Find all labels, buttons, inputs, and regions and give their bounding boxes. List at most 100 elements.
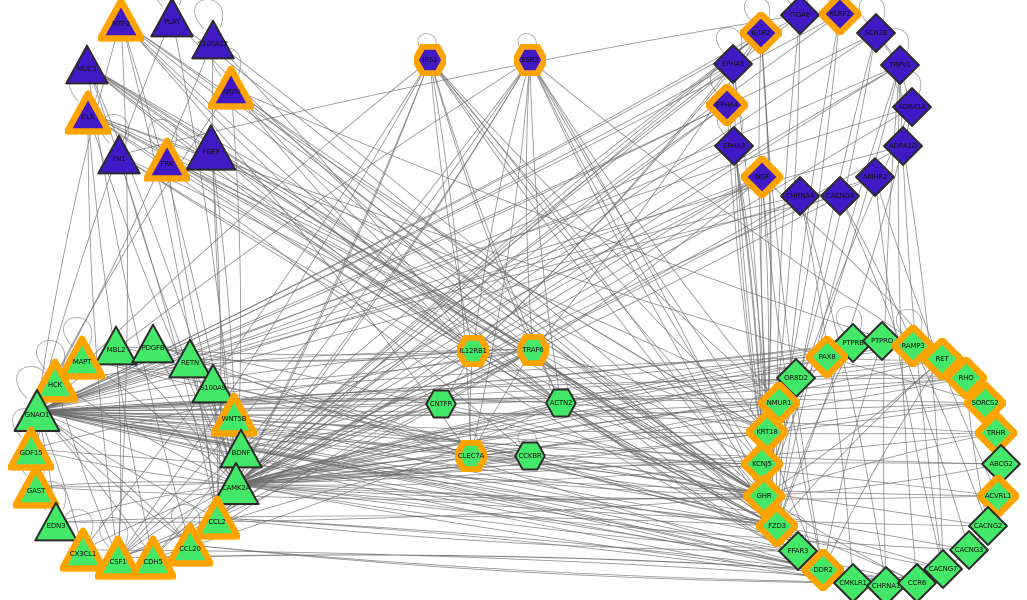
node-cckbr[interactable]: CCKBR [513,439,547,473]
node-clec7a[interactable]: CLEC7A [454,439,488,473]
edge [86,64,768,433]
edge [429,59,534,351]
edge [36,377,967,412]
edge [235,32,762,485]
edge [235,431,768,485]
edge [839,195,970,551]
diamond-shape [897,563,937,600]
node-frk[interactable]: FRK [143,136,191,184]
node-mtf2[interactable]: MTF2 [97,0,145,44]
node-s100a12[interactable]: S100A12 [189,16,237,64]
node-muc1[interactable]: MUC1 [63,41,111,89]
edge [216,517,854,584]
diamond-shape [802,549,844,591]
node-cacng4[interactable]: CACNG4 [818,174,862,218]
edge [822,340,883,571]
edge [55,495,765,523]
node-actn2[interactable]: ACTN2 [544,386,578,420]
diamond-shape [892,87,932,127]
edge [532,176,763,351]
edge [86,64,474,352]
hexagon-shape [514,441,546,471]
triangle-shape [65,90,111,135]
hexagon-shape [517,334,549,366]
edge [235,59,431,485]
triangle-shape [97,134,141,175]
hexagon-shape [457,335,489,367]
diamond-shape [977,475,1019,517]
node-traf6[interactable]: TRAF6 [516,333,550,367]
node-itga8[interactable]: ITGA8 [778,0,822,37]
edge [36,195,841,412]
edge [36,356,828,412]
triangle-shape [131,323,175,364]
edge [82,59,431,551]
edge [189,349,534,546]
edge [529,59,943,360]
diamond-shape [819,0,861,35]
triangle-shape [219,428,263,469]
edge [776,13,841,527]
node-epha5[interactable]: EPHA5 [711,42,755,86]
edge [836,306,863,333]
diamond-shape [743,475,785,517]
node-cntfr[interactable]: CNTFR [424,387,458,421]
edge [99,517,128,547]
node-fn1[interactable]: FN1 [95,131,143,179]
edge [470,455,765,497]
edge [36,19,122,412]
edge [233,414,765,497]
diamond-shape [855,157,895,197]
edge [529,59,562,404]
node-il12rb1[interactable]: IL12RB1 [456,334,490,368]
node-cdh5[interactable]: CDH5 [129,534,177,582]
edge [36,402,780,416]
triangle-shape [98,0,144,42]
edge [470,455,778,527]
edge [189,544,854,584]
edge [152,59,531,559]
node-esr2[interactable]: ESR2 [513,43,547,77]
triangle-shape [168,338,212,379]
node-epha4[interactable]: EPHA4 [705,83,749,127]
edge [235,64,901,485]
diamond-shape [833,563,873,600]
node-trpv1[interactable]: TRPV1 [878,43,922,87]
edge [82,483,237,551]
edge [859,0,886,23]
node-irs1[interactable]: IRS1 [413,43,447,77]
edge [235,145,735,485]
edge [216,349,534,519]
node-chrna4[interactable]: CHRNA4 [778,174,822,218]
edge [55,515,778,527]
edge [36,409,997,434]
triangle-shape [13,464,59,509]
edge [36,340,883,412]
triangle-shape [150,0,194,38]
edge [429,59,472,457]
node-fgf6[interactable]: FGF6 [183,120,239,176]
edge [36,345,914,412]
edge [235,377,967,485]
triangle-shape [194,495,240,540]
edge [822,358,943,571]
node-clx[interactable]: CLX [64,89,112,137]
node-artn[interactable]: ARTN [207,64,255,112]
edge [152,343,765,497]
diamond-shape [968,506,1008,546]
edge [86,64,534,351]
edge [55,483,237,523]
edge [36,340,65,370]
edge [532,349,765,497]
diamond-shape [862,321,902,361]
diamond-shape [866,566,906,600]
edge [472,176,763,352]
edge [529,59,763,465]
edge [529,59,780,404]
edge [429,59,765,497]
node-adra1a[interactable]: ADRA1A [890,85,934,129]
node-ccr6[interactable]: CCR6 [895,561,939,600]
diamond-shape [949,530,989,570]
triangle-shape [34,501,78,542]
